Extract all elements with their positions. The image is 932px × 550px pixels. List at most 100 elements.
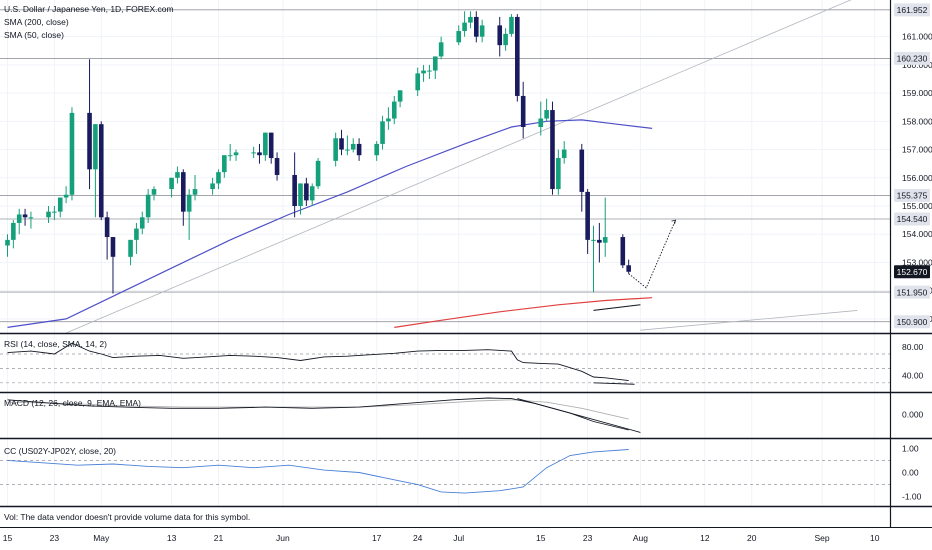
candle[interactable] [304, 177, 309, 207]
candle[interactable] [544, 98, 549, 122]
candle[interactable] [556, 149, 561, 195]
price-level-label[interactable]: 150.900 [894, 315, 930, 329]
candle[interactable] [169, 177, 174, 198]
candle[interactable] [251, 146, 256, 159]
candle[interactable] [468, 11, 473, 29]
sma50-line[interactable] [7, 119, 653, 328]
candle[interactable] [515, 14, 520, 102]
macd-legend[interactable]: MACD (12, 26, close, 9, EMA, EMA) [4, 398, 141, 408]
candle[interactable] [222, 155, 227, 178]
candle[interactable] [233, 149, 239, 161]
candle[interactable] [432, 56, 438, 80]
trendline[interactable] [65, 0, 857, 334]
candle[interactable] [345, 135, 350, 156]
candle[interactable] [350, 138, 356, 153]
candle[interactable] [52, 206, 57, 221]
candle[interactable] [227, 143, 233, 161]
candle[interactable] [620, 234, 626, 269]
price-level-label[interactable]: 152.670 [894, 265, 930, 279]
candle[interactable] [561, 141, 567, 164]
rsi-trendline[interactable] [593, 382, 635, 385]
candle[interactable] [438, 36, 444, 60]
candle[interactable] [5, 234, 10, 257]
rsi-line[interactable] [7, 342, 629, 382]
candle[interactable] [356, 138, 362, 161]
candle[interactable] [268, 132, 274, 164]
candle[interactable] [192, 174, 198, 201]
candle[interactable] [479, 19, 485, 43]
candle[interactable] [333, 132, 338, 167]
candle[interactable] [597, 222, 602, 263]
candle[interactable] [128, 239, 133, 266]
candle[interactable] [145, 189, 151, 223]
candle[interactable] [421, 64, 426, 82]
time-axis[interactable]: 15 23 May 13 21 Jun 17 24 Jul 15 23 Aug 12 20 Sep 10 [3, 533, 880, 543]
candle[interactable] [134, 222, 139, 254]
candle[interactable] [181, 169, 186, 226]
candle[interactable] [292, 152, 297, 218]
candle[interactable] [110, 237, 116, 294]
candle[interactable] [257, 143, 262, 164]
candle[interactable] [626, 259, 631, 274]
candle[interactable] [462, 11, 467, 37]
cc-line[interactable] [7, 449, 629, 494]
candle[interactable] [28, 211, 34, 229]
candle[interactable] [139, 211, 145, 235]
candle[interactable] [339, 129, 344, 156]
candle[interactable] [374, 141, 379, 161]
candle[interactable] [503, 28, 508, 51]
sma200-line[interactable] [394, 297, 653, 328]
candle[interactable] [550, 101, 555, 195]
sma50-legend[interactable]: SMA (50, close) [4, 30, 64, 40]
candle[interactable] [11, 220, 16, 249]
candle[interactable] [298, 183, 303, 215]
candle[interactable] [509, 14, 514, 37]
candle[interactable] [216, 169, 221, 190]
trendline[interactable] [640, 310, 858, 331]
candle[interactable] [427, 64, 432, 80]
candle[interactable] [93, 124, 98, 218]
candle[interactable] [397, 90, 403, 108]
candle[interactable] [87, 59, 92, 190]
candle[interactable] [415, 67, 420, 96]
candle[interactable] [579, 143, 585, 212]
macd-trendline[interactable] [517, 398, 641, 433]
projection-path[interactable] [628, 219, 676, 289]
candle[interactable] [151, 186, 157, 201]
rsi-legend[interactable]: RSI (14, close, SMA, 14, 2) [4, 339, 107, 349]
price-axis[interactable]: 161.000160.000159.000158.000157.000156.0… [894, 3, 932, 502]
candle[interactable] [46, 206, 51, 223]
candle[interactable] [585, 189, 590, 254]
candle[interactable] [497, 16, 503, 57]
candle[interactable] [309, 183, 315, 207]
candle[interactable] [63, 186, 69, 204]
sma200-legend[interactable]: SMA (200, close) [4, 17, 69, 27]
candle[interactable] [274, 152, 280, 181]
candle[interactable] [210, 177, 215, 195]
candle[interactable] [98, 121, 104, 221]
candle[interactable] [456, 25, 462, 46]
candle[interactable] [591, 225, 596, 293]
price-level-label[interactable]: 160.230 [894, 51, 930, 65]
candle[interactable] [474, 11, 479, 43]
candle[interactable] [104, 211, 110, 260]
candle[interactable] [16, 208, 22, 235]
candle[interactable] [57, 197, 63, 218]
candle[interactable] [386, 107, 391, 130]
candle[interactable] [315, 158, 321, 190]
price-level-label[interactable]: 154.540 [894, 212, 930, 226]
candle[interactable] [520, 81, 526, 139]
candle[interactable] [602, 197, 608, 257]
cc-legend[interactable]: CC (US02Y-JP02Y, close, 20) [4, 446, 116, 456]
candle[interactable] [391, 95, 397, 125]
candle[interactable] [538, 101, 544, 136]
candle[interactable] [175, 166, 180, 184]
price-level-label[interactable]: 161.952 [894, 3, 930, 17]
price-level-label[interactable]: 151.950 [894, 285, 930, 299]
candle[interactable] [22, 208, 28, 226]
price-level-label[interactable]: 155.375 [894, 188, 930, 202]
candle[interactable] [69, 107, 75, 201]
candle[interactable] [186, 189, 192, 240]
candle[interactable] [380, 115, 385, 150]
